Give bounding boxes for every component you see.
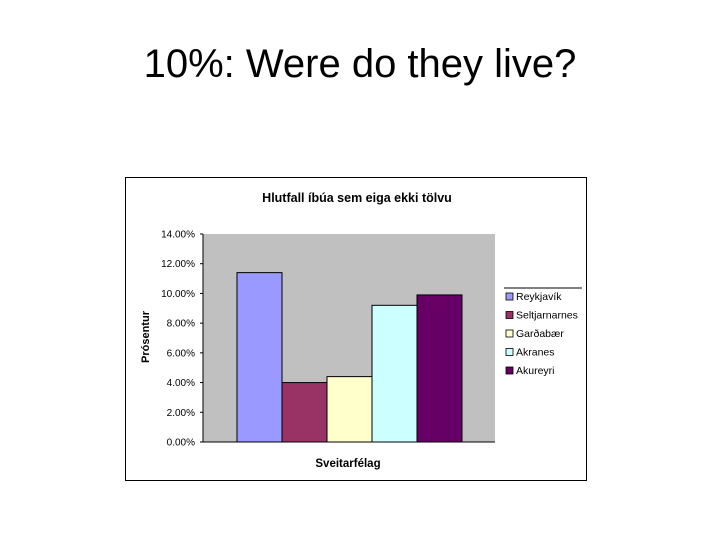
legend-label: Seltjarnarnes — [516, 310, 578, 322]
legend-label: Reykjavík — [516, 291, 562, 303]
legend-swatch — [505, 348, 514, 356]
legend-label: Akranes — [516, 347, 555, 359]
legend-swatch — [505, 292, 514, 301]
slide-title: 10%: Were do they live? — [143, 42, 577, 86]
y-tick-label: 12.00% — [161, 259, 195, 270]
legend-label: Akureyri — [516, 365, 555, 377]
y-tick-label: 8.00% — [167, 319, 195, 330]
bar-reykjavík — [236, 272, 283, 443]
y-tick-label: 14.00% — [161, 230, 195, 241]
y-tick-label: 6.00% — [167, 348, 195, 359]
legend-swatch — [505, 311, 514, 319]
x-axis-label: Sveitarfélag — [315, 458, 380, 470]
y-axis-label: Prósentur — [140, 310, 152, 363]
bar-chart: Hlutfall íbúa sem eiga ekki tölvu 0.00% 2… — [140, 191, 582, 470]
bar-garðabær — [326, 376, 373, 443]
legend-swatch — [505, 329, 514, 338]
chart-title: Hlutfall íbúa sem eiga ekki tölvu — [262, 191, 452, 205]
chart-frame: Hlutfall íbúa sem eiga ekki tölvu 0.00% 2… — [125, 177, 587, 481]
bar-akranes — [371, 304, 418, 443]
y-tick-label: 2.00% — [167, 408, 195, 419]
legend-swatch — [505, 366, 514, 375]
y-tick-label: 4.00% — [167, 378, 195, 389]
legend-label: Garðabær — [516, 328, 564, 340]
y-tick-label: 10.00% — [161, 289, 195, 300]
bar-seltjarnarnes — [281, 382, 328, 443]
y-tick-label: 0.00% — [167, 438, 195, 449]
bar-akureyri — [416, 294, 463, 443]
legend: Reykjavík Seltjarnarnes Garðabær Akranes Aku… — [504, 287, 582, 377]
